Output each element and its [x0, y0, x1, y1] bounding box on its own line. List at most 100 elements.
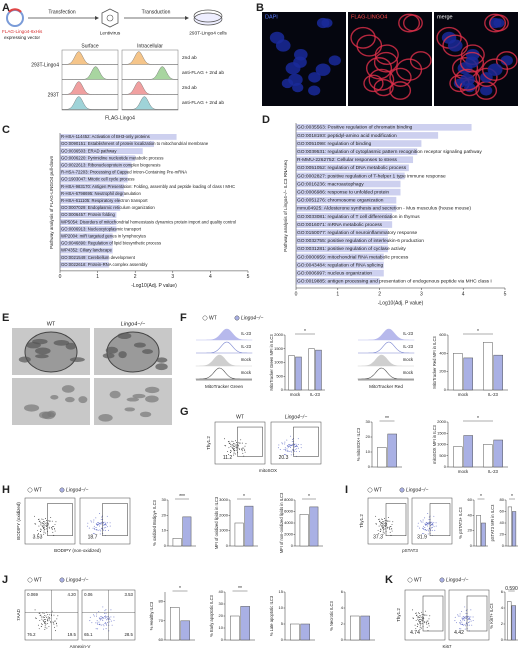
nucleus: [308, 72, 321, 83]
event-dot: [391, 530, 393, 532]
event-dot: [470, 616, 472, 618]
gate-percent: 0.06: [84, 592, 93, 597]
event-dot: [419, 622, 421, 624]
event-dot: [424, 527, 426, 528]
y-tick-label: 0: [502, 543, 505, 548]
event-dot: [419, 628, 421, 630]
bar: [288, 355, 295, 391]
x-tick-label: 5: [504, 291, 507, 297]
event-dot: [48, 616, 50, 618]
event-dot: [379, 522, 381, 524]
event-dot: [96, 613, 98, 615]
event-dot: [383, 518, 385, 519]
y-axis-label: % Late apoptotic ILC3: [269, 595, 274, 636]
y-axis-label: MFI of non-oxidized lipids in ILC3: [279, 492, 284, 553]
gate-percent: 37.3: [373, 534, 383, 540]
y-tick-label: 10: [366, 449, 371, 454]
panel-letter: J: [2, 574, 8, 586]
event-dot: [98, 523, 100, 525]
event-dot: [92, 533, 94, 535]
event-dot: [232, 441, 234, 443]
event-dot: [96, 525, 98, 527]
event-dot: [426, 614, 428, 616]
event-dot: [35, 523, 37, 525]
event-dot: [383, 522, 385, 524]
bar: [60, 148, 143, 155]
plot-title: WT: [236, 414, 244, 420]
bar: [60, 247, 113, 254]
event-dot: [289, 445, 291, 447]
event-dot: [460, 622, 462, 624]
event-dot: [389, 531, 391, 533]
event-dot: [113, 616, 115, 618]
category-label: mock: [458, 469, 469, 474]
bar: [377, 447, 387, 468]
bar: [60, 176, 128, 183]
event-dot: [285, 454, 287, 456]
event-dot: [106, 515, 108, 517]
mitochondrion: [26, 341, 41, 349]
bar: [60, 162, 132, 169]
event-dot: [94, 527, 95, 529]
bar: [60, 155, 136, 162]
event-dot: [464, 624, 466, 626]
histogram: [357, 367, 414, 380]
x-axis-label: Annexin-V: [70, 644, 91, 649]
event-dot: [106, 616, 108, 617]
x-tick-label: 4: [209, 274, 212, 280]
event-dot: [98, 624, 100, 625]
event-dot: [425, 525, 427, 527]
event-dot: [297, 444, 299, 446]
event-dot: [97, 628, 99, 630]
row-label: 293T: [48, 92, 59, 98]
event-dot: [431, 523, 433, 525]
y-axis-label: MitoTracker Green MFI in ILC3: [269, 334, 274, 391]
bar: [60, 233, 113, 240]
mitochondrion: [35, 354, 49, 359]
event-dot: [48, 619, 50, 621]
event-dot: [55, 620, 56, 622]
bar: [296, 269, 384, 277]
event-dot: [51, 610, 53, 612]
event-dot: [463, 617, 465, 619]
event-dot: [233, 451, 235, 453]
event-dot: [389, 528, 391, 530]
pathway-label: GO:0006220: Pyrimidine nucleotide metabo…: [61, 155, 164, 160]
mitochondrion: [109, 390, 121, 399]
event-dot: [95, 527, 97, 528]
event-dot: [56, 618, 58, 620]
event-dot: [244, 451, 246, 453]
event-dot: [386, 520, 388, 522]
event-dot: [46, 525, 47, 527]
event-dot: [42, 616, 44, 618]
event-dot: [100, 617, 102, 619]
event-dot: [381, 522, 383, 524]
nucleus: [465, 56, 479, 68]
event-dot: [419, 615, 421, 617]
pathway-label: R-HSA-6798695: Neutrophil degranulation: [61, 191, 141, 196]
event-dot: [381, 519, 383, 520]
event-dot: [381, 522, 383, 524]
bar: [296, 261, 384, 269]
event-dot: [298, 447, 300, 449]
event-dot: [391, 524, 393, 525]
event-dot: [382, 524, 384, 526]
event-dot: [417, 624, 419, 626]
event-dot: [425, 621, 427, 623]
gate-percent: 3.53: [125, 592, 134, 597]
event-dot: [389, 526, 391, 528]
nucleus: [308, 85, 321, 96]
event-dot: [104, 529, 106, 531]
event-dot: [425, 522, 427, 524]
event-dot: [48, 527, 50, 529]
event-dot: [98, 524, 100, 526]
event-dot: [103, 628, 104, 630]
event-dot: [418, 612, 420, 614]
y-tick-label: 0: [368, 464, 371, 469]
event-dot: [38, 628, 40, 630]
event-dot: [459, 615, 461, 617]
plasmid-insert: [8, 8, 22, 13]
bar: [60, 134, 177, 140]
event-dot: [225, 445, 227, 447]
event-dot: [469, 618, 471, 620]
